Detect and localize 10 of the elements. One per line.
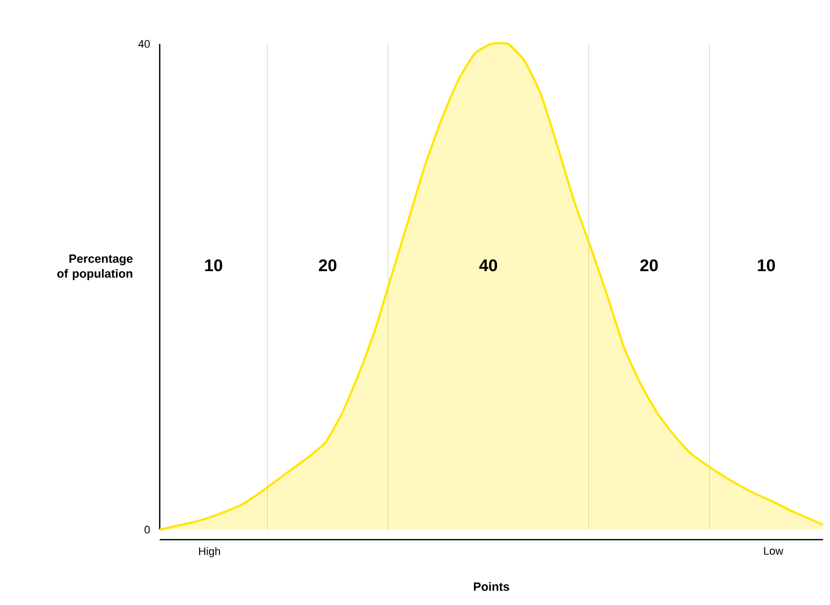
x-tick-label: Low [764,546,784,555]
y-tick-label: 0 [144,526,150,534]
annotation: 40 [479,259,498,272]
y-axis-title: Percentage of population [57,254,133,280]
annotation: 10 [758,259,775,272]
x-tick-label: High [199,546,220,558]
annotation: 20 [640,259,658,272]
x-axis-title: Points [474,582,510,591]
annotation: 10 [205,259,222,272]
annotation: 20 [318,259,336,272]
